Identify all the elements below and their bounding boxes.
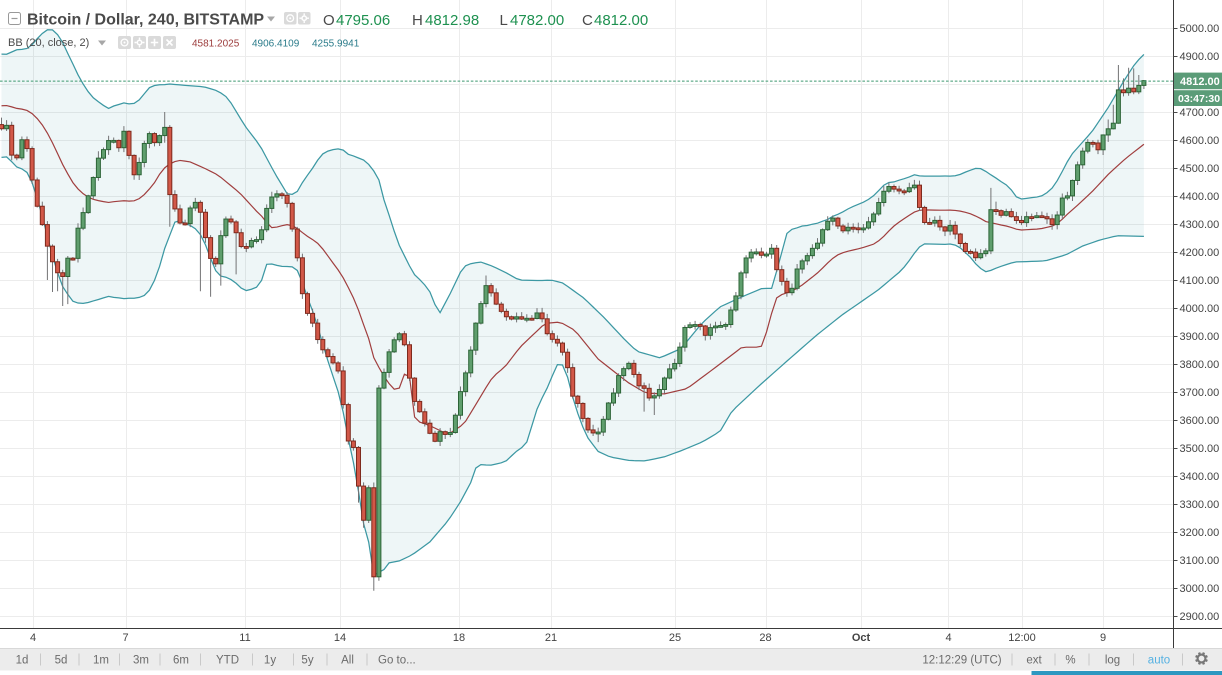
svg-text:3700.00: 3700.00 (1180, 387, 1220, 399)
svg-text:3m: 3m (133, 655, 149, 667)
svg-text:21: 21 (545, 632, 557, 644)
svg-text:4795.06: 4795.06 (336, 12, 390, 29)
svg-text:5y: 5y (301, 655, 313, 667)
svg-text:4500.00: 4500.00 (1180, 163, 1220, 175)
svg-text:Go to...: Go to... (378, 655, 416, 667)
svg-text:7: 7 (122, 632, 128, 644)
svg-text:log: log (1105, 655, 1120, 667)
svg-text:3600.00: 3600.00 (1180, 415, 1220, 427)
svg-text:4812.98: 4812.98 (425, 12, 479, 29)
svg-text:4700.00: 4700.00 (1180, 107, 1220, 119)
svg-text:18: 18 (453, 632, 465, 644)
svg-text:5000.00: 5000.00 (1180, 23, 1220, 35)
svg-text:1d: 1d (16, 655, 29, 667)
svg-text:4000.00: 4000.00 (1180, 303, 1220, 315)
svg-text:4255.9941: 4255.9941 (312, 39, 360, 50)
svg-text:4100.00: 4100.00 (1180, 275, 1220, 287)
svg-text:4812.00: 4812.00 (1180, 76, 1220, 88)
svg-text:4782.00: 4782.00 (510, 12, 564, 29)
svg-text:4906.4109: 4906.4109 (252, 39, 300, 50)
svg-text:3100.00: 3100.00 (1180, 555, 1220, 567)
svg-text:14: 14 (334, 632, 346, 644)
svg-text:2900.00: 2900.00 (1180, 611, 1220, 623)
svg-text:C: C (582, 12, 593, 29)
svg-text:1m: 1m (93, 655, 109, 667)
svg-text:4600.00: 4600.00 (1180, 135, 1220, 147)
svg-text:Oct: Oct (852, 632, 871, 644)
svg-text:L: L (500, 12, 508, 29)
svg-text:6m: 6m (173, 655, 189, 667)
svg-text:H: H (412, 12, 423, 29)
svg-text:11: 11 (239, 632, 250, 644)
svg-text:All: All (341, 655, 354, 667)
svg-text:1y: 1y (264, 655, 276, 667)
svg-text:4581.2025: 4581.2025 (192, 39, 240, 50)
svg-text:25: 25 (669, 632, 681, 644)
svg-text:3900.00: 3900.00 (1180, 331, 1220, 343)
svg-text:3200.00: 3200.00 (1180, 527, 1220, 539)
svg-text:3300.00: 3300.00 (1180, 499, 1220, 511)
svg-text:%: % (1065, 655, 1075, 667)
svg-text:12:00: 12:00 (1008, 632, 1036, 644)
svg-text:5d: 5d (55, 655, 68, 667)
svg-text:4812.00: 4812.00 (594, 12, 648, 29)
svg-text:28: 28 (759, 632, 771, 644)
svg-text:Bitcoin / Dollar, 240, BITSTAM: Bitcoin / Dollar, 240, BITSTAMP (27, 12, 264, 29)
svg-text:9: 9 (1100, 632, 1106, 644)
svg-text:4300.00: 4300.00 (1180, 219, 1220, 231)
svg-text:4900.00: 4900.00 (1180, 51, 1220, 63)
svg-text:03:47:30: 03:47:30 (1178, 93, 1220, 105)
svg-text:4: 4 (945, 632, 951, 644)
svg-text:3000.00: 3000.00 (1180, 583, 1220, 595)
svg-text:O: O (323, 12, 335, 29)
svg-text:YTD: YTD (216, 655, 239, 667)
svg-text:3800.00: 3800.00 (1180, 359, 1220, 371)
svg-text:4400.00: 4400.00 (1180, 191, 1220, 203)
svg-text:4: 4 (30, 632, 36, 644)
svg-text:4200.00: 4200.00 (1180, 247, 1220, 259)
svg-text:ext: ext (1026, 655, 1042, 667)
svg-text:3500.00: 3500.00 (1180, 443, 1220, 455)
svg-text:3400.00: 3400.00 (1180, 471, 1220, 483)
svg-text:12:12:29 (UTC): 12:12:29 (UTC) (922, 655, 1001, 667)
svg-text:auto: auto (1148, 655, 1170, 667)
svg-text:BB (20, close, 2): BB (20, close, 2) (8, 37, 89, 49)
